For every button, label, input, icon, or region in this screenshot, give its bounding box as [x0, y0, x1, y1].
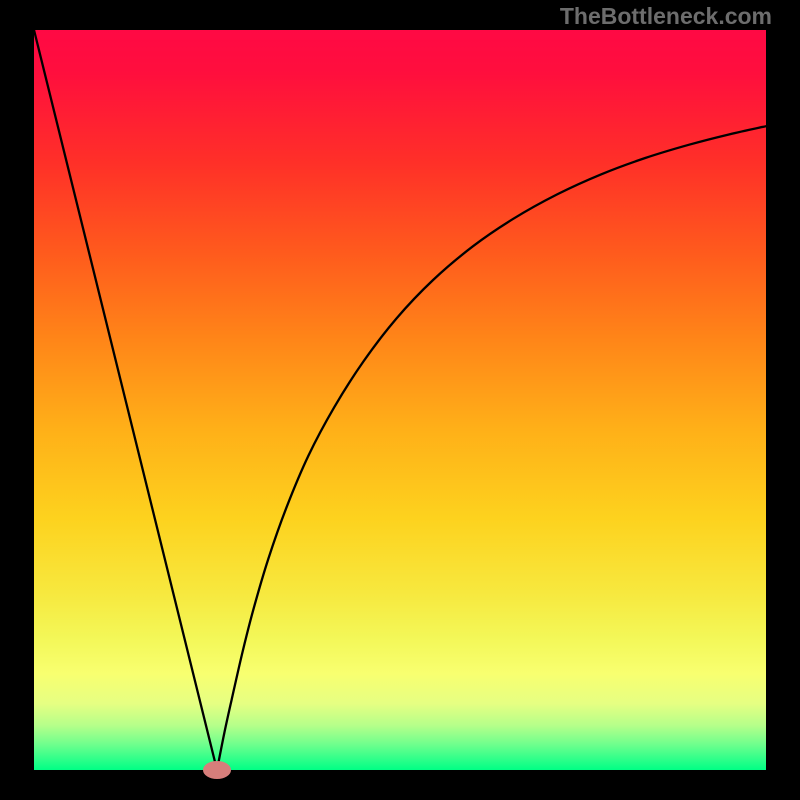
plot-area: [34, 30, 766, 770]
curve-overlay: [34, 30, 766, 770]
optimum-marker: [203, 761, 231, 779]
bottleneck-curve: [34, 30, 766, 770]
watermark-label: TheBottleneck.com: [560, 3, 772, 30]
chart-root: TheBottleneck.com: [0, 0, 800, 800]
